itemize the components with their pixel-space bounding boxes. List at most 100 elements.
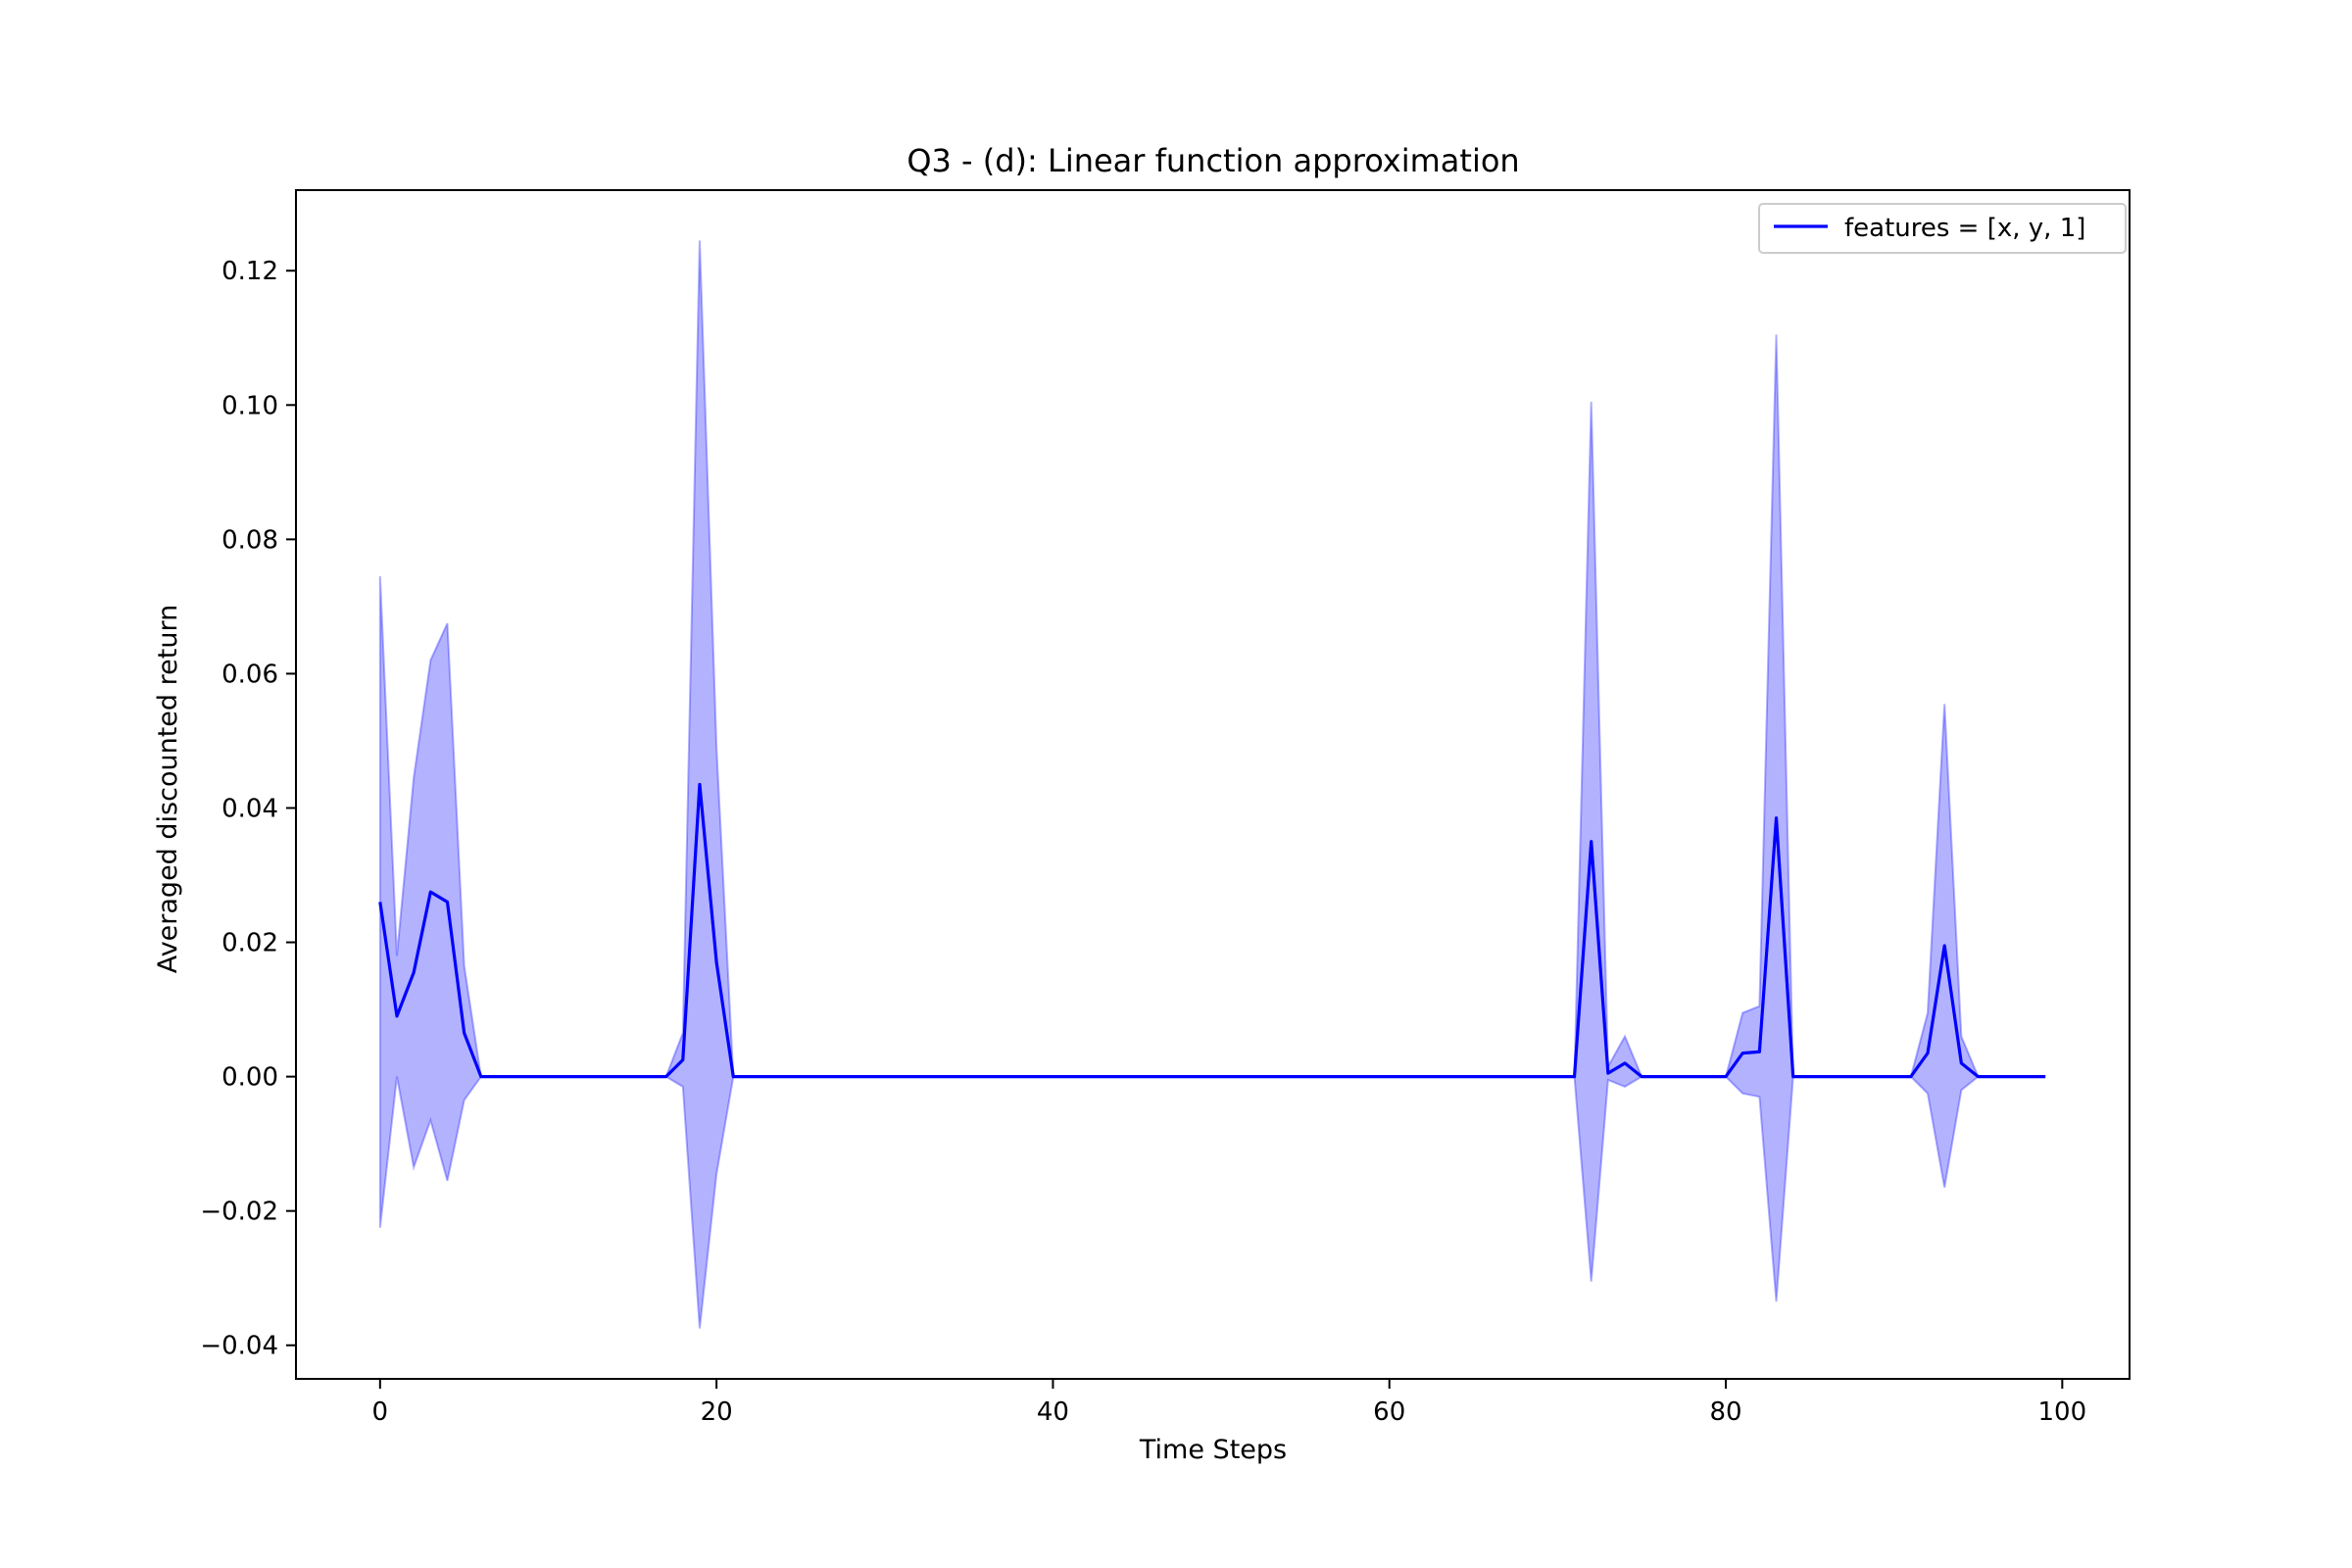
x-axis-ticks: 0 20 40 60 80 100 [372,1379,2087,1427]
data-point [1858,1075,1862,1079]
data-point [1388,1075,1392,1079]
data-point [1068,1075,1072,1079]
data-point [1724,1075,1728,1079]
data-point [564,1075,567,1079]
y-tick-label: −0.04 [200,1332,278,1361]
data-point [1841,1075,1845,1079]
data-point [748,1075,752,1079]
data-point [866,1075,870,1079]
data-point [782,1075,786,1079]
data-point [1034,1075,1038,1079]
data-point [1404,1075,1408,1079]
data-point [1942,944,1946,948]
data-point [2010,1075,2014,1079]
data-point [1303,1075,1307,1079]
data-point [496,1075,500,1079]
data-point [647,1075,651,1079]
data-point [412,970,416,974]
data-point [1051,1075,1054,1079]
x-tick-label: 80 [1709,1397,1741,1427]
data-point [445,900,449,904]
y-tick-label: 0.02 [221,929,278,958]
data-point [546,1075,550,1079]
x-tick-label: 100 [2038,1397,2087,1427]
legend: features = [x, y, 1] [1758,203,2127,254]
data-point [1959,1061,1963,1065]
data-point [1236,1075,1240,1079]
data-point [1438,1075,1442,1079]
data-point [1606,1071,1610,1075]
data-point [1791,1075,1795,1079]
data-point [1118,1075,1122,1079]
data-point [1152,1075,1155,1079]
data-point [613,1075,617,1079]
y-tick-label: 0.12 [221,257,278,286]
data-point [799,1075,803,1079]
data-point [395,1014,399,1018]
data-point [1993,1075,1997,1079]
data-point [1337,1075,1341,1079]
y-axis-label: Averaged discounted return [153,605,183,973]
data-point [1371,1075,1375,1079]
data-point [479,1075,483,1079]
data-point [1539,1075,1543,1079]
data-point [597,1075,601,1079]
data-point [1977,1075,1981,1079]
y-tick-label: 0.04 [221,794,278,823]
data-point [1690,1075,1694,1079]
data-point [1775,816,1779,820]
data-point [1287,1075,1291,1079]
data-point [815,1075,819,1079]
data-point [950,1075,954,1079]
data-point [1169,1075,1173,1079]
data-point [731,1075,735,1079]
data-point [529,1075,533,1079]
y-tick-label: 0.00 [221,1063,278,1093]
y-tick-label: 0.10 [221,391,278,420]
data-point [1590,840,1593,844]
legend-label: features = [x, y, 1] [1844,214,2085,243]
data-point [1353,1075,1357,1079]
data-point [1454,1075,1458,1079]
data-point [1202,1075,1206,1079]
data-point [513,1075,516,1079]
data-point [1085,1075,1089,1079]
data-point [1573,1075,1577,1079]
data-point [916,1075,920,1079]
data-point [1001,1075,1004,1079]
plot-area [378,240,2047,1329]
data-point [630,1075,634,1079]
chart-title: Q3 - (d): Linear function approximation [906,142,1519,179]
x-tick-label: 60 [1373,1397,1405,1427]
data-point [1421,1075,1425,1079]
data-point [1270,1075,1274,1079]
data-point [1102,1075,1105,1079]
data-point [933,1075,937,1079]
y-tick-label: 0.06 [221,660,278,689]
data-point [1740,1052,1744,1055]
data-point [1640,1075,1643,1079]
data-point [681,1057,685,1061]
y-tick-label: 0.08 [221,525,278,555]
x-tick-label: 20 [701,1397,733,1427]
data-point [832,1075,836,1079]
data-point [1876,1075,1880,1079]
data-point [378,900,382,904]
data-point [1017,1075,1021,1079]
legend-box [1758,203,2127,254]
data-point [1909,1075,1913,1079]
data-point [883,1075,887,1079]
data-point [1707,1075,1711,1079]
data-point [1825,1075,1829,1079]
x-tick-label: 0 [372,1397,389,1427]
data-point [967,1075,971,1079]
data-point [1674,1075,1678,1079]
data-point [849,1075,853,1079]
data-point [1472,1075,1476,1079]
data-point [984,1075,988,1079]
data-point [765,1075,769,1079]
data-point [1555,1075,1559,1079]
data-point [2043,1075,2047,1079]
